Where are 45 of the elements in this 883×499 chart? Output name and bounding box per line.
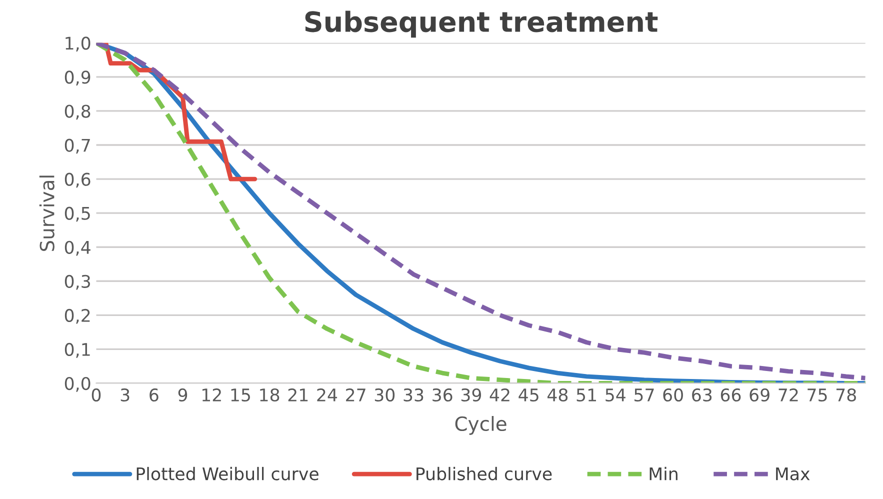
x-tick-label: 45 <box>518 388 538 402</box>
y-axis-title: Survival <box>39 176 54 251</box>
legend-label: Plotted Weibull curve <box>136 466 318 480</box>
x-tick-label: 78 <box>836 388 856 402</box>
x-tick-label: 39 <box>461 388 482 402</box>
x-tick-label: 0 <box>92 388 101 402</box>
x-tick-label: 24 <box>317 388 338 402</box>
y-tick-label: 0,9 <box>64 70 90 86</box>
x-tick-label: 57 <box>634 388 654 402</box>
x-tick-label: 60 <box>663 388 683 402</box>
x-tick-label: 69 <box>750 388 770 402</box>
x-tick-label: 21 <box>288 388 308 402</box>
y-tick-label: 0,6 <box>64 172 90 188</box>
x-tick-label: 9 <box>178 388 188 402</box>
y-tick-label: 0,2 <box>64 308 90 324</box>
x-tick-label: 30 <box>374 388 395 402</box>
y-tick-label: 0,3 <box>64 274 90 290</box>
y-tick-label: 0,7 <box>64 138 90 154</box>
legend-label: Max <box>776 467 810 480</box>
x-tick-label: 6 <box>150 388 158 402</box>
x-tick-label: 66 <box>720 388 741 402</box>
legend-label: Published curve <box>416 466 552 480</box>
y-tick-label: 0,4 <box>64 240 90 256</box>
y-tick-label: 1,0 <box>66 36 90 52</box>
y-tick-label: 0,8 <box>64 104 90 120</box>
y-tick-label: 0,5 <box>64 206 90 222</box>
legend-label: Min <box>650 466 678 480</box>
x-tick-label: 18 <box>260 388 280 402</box>
x-tick-label: 51 <box>576 388 596 402</box>
chart-title: Subsequent treatment <box>305 10 658 38</box>
y-tick-label: 0,0 <box>64 376 90 392</box>
x-tick-label: 3 <box>120 388 130 402</box>
y-tick-label: 0,1 <box>64 342 90 358</box>
x-tick-label: 75 <box>808 388 827 402</box>
x-tick-label: 12 <box>202 388 221 402</box>
x-tick-label: 63 <box>692 388 712 402</box>
x-tick-label: 72 <box>778 388 798 402</box>
x-tick-label: 42 <box>490 388 510 402</box>
x-tick-label: 33 <box>404 388 424 402</box>
x-tick-label: 54 <box>606 388 626 402</box>
x-axis-title: Cycle <box>455 416 506 435</box>
x-tick-label: 36 <box>432 388 452 402</box>
x-tick-label: 27 <box>346 388 366 402</box>
x-tick-label: 48 <box>548 388 568 402</box>
x-tick-label: 15 <box>231 388 250 402</box>
